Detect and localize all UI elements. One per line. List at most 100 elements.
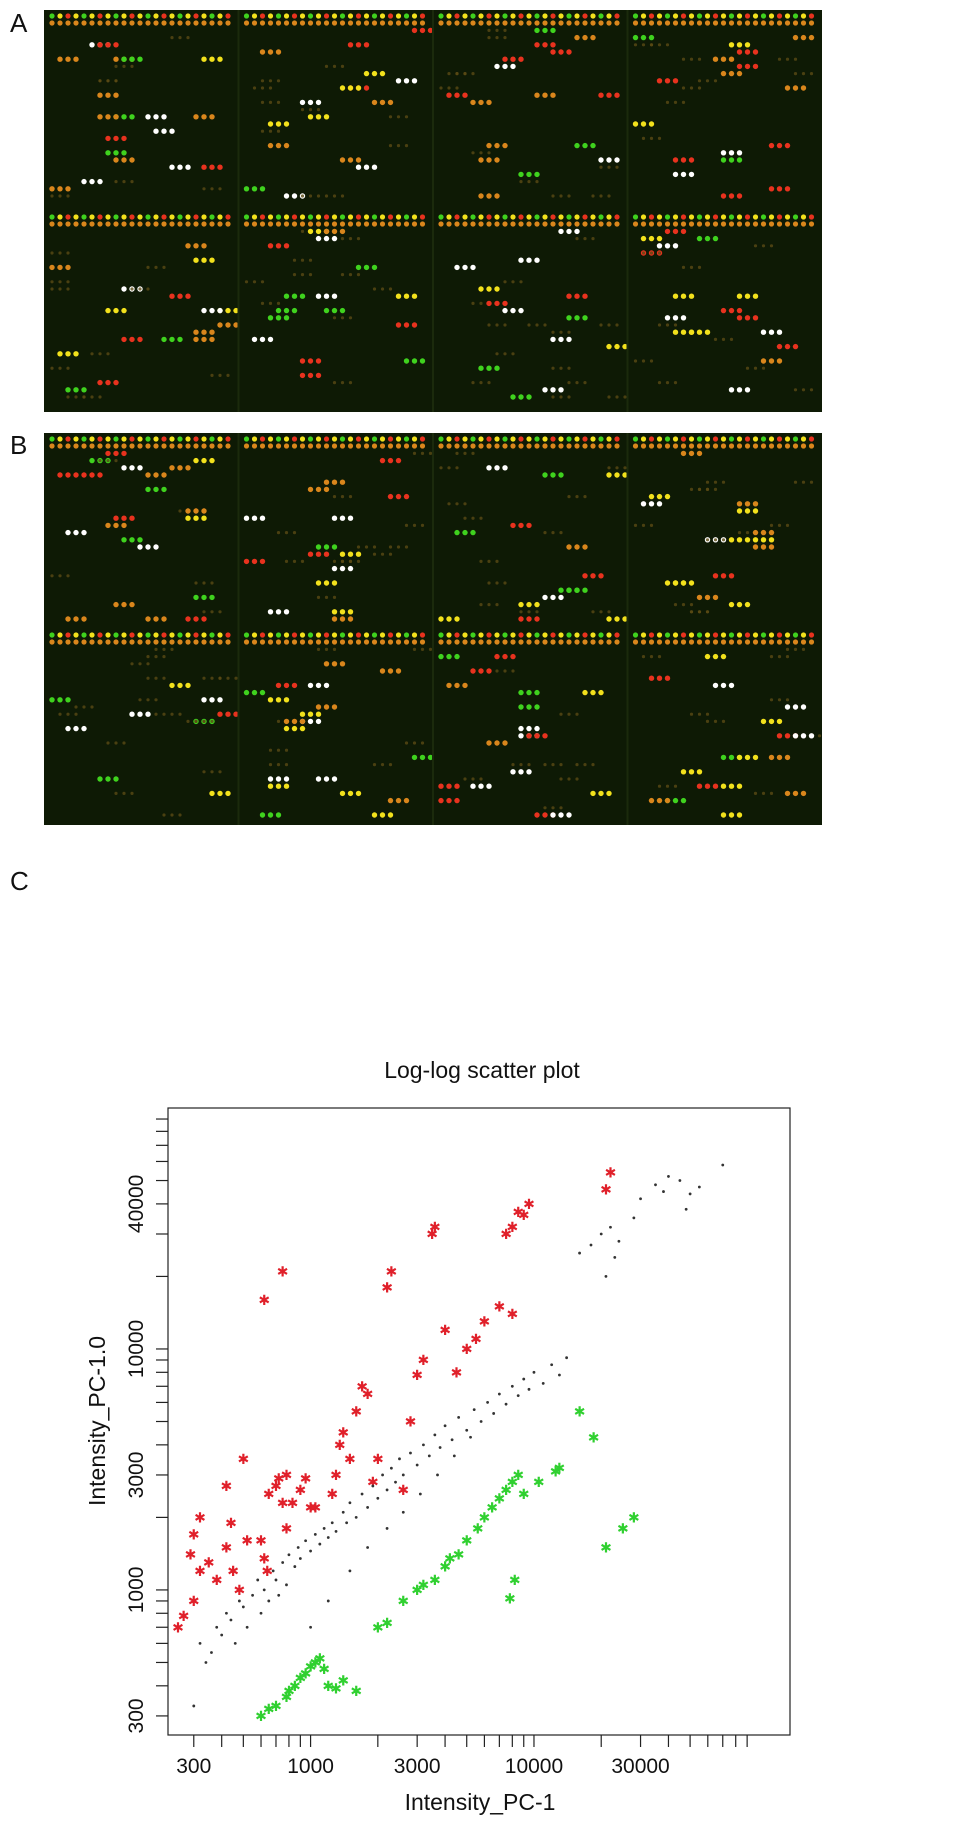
- array-spot: [777, 57, 782, 61]
- array-spot: [689, 712, 694, 716]
- array-spot: [680, 171, 687, 178]
- array-spot: [558, 228, 564, 235]
- array-spot: [680, 329, 687, 335]
- array-spot: [81, 616, 87, 622]
- scatter-point-dot: [241, 1605, 245, 1609]
- array-spot: [275, 243, 282, 249]
- array-spot: [202, 581, 206, 585]
- array-spot: [622, 472, 628, 478]
- scatter-point-star: ✱: [523, 1197, 535, 1213]
- array-spot: [113, 379, 119, 386]
- array-spot: [768, 718, 775, 725]
- array-spot: [447, 86, 451, 90]
- array-spot: [403, 13, 410, 19]
- array-spot: [363, 85, 370, 91]
- array-spot: [323, 13, 330, 19]
- microarray-image-b: [44, 433, 822, 825]
- array-spot: [252, 86, 257, 90]
- array-spot: [193, 221, 199, 227]
- array-spot: [673, 603, 678, 607]
- array-spot: [606, 616, 612, 622]
- array-spot: [154, 655, 158, 659]
- array-spot: [323, 214, 330, 220]
- array-spot: [590, 790, 596, 797]
- array-spot: [672, 221, 679, 227]
- scatter-point-star: ✱: [314, 1651, 326, 1667]
- array-spot: [614, 20, 620, 26]
- array-spot: [283, 307, 290, 314]
- array-spot: [89, 443, 95, 449]
- array-spot: [114, 459, 118, 463]
- panel-label-a: A: [10, 8, 28, 38]
- array-spot: [315, 99, 322, 106]
- array-spot: [518, 769, 524, 775]
- array-spot: [446, 20, 452, 26]
- scatter-point-dot: [313, 1532, 317, 1536]
- array-spot: [784, 704, 791, 710]
- array-spot: [672, 797, 679, 804]
- y-tick-label: 300: [125, 1698, 148, 1733]
- array-spot: [760, 639, 767, 645]
- array-spot: [267, 632, 274, 638]
- array-spot: [776, 214, 783, 220]
- array-spot: [656, 235, 663, 242]
- array-spot: [243, 13, 250, 19]
- array-spot: [356, 237, 361, 241]
- scatter-point-star: ✱: [318, 1662, 330, 1678]
- array-spot: [210, 770, 214, 774]
- array-spot: [138, 698, 142, 702]
- array-spot: [226, 676, 230, 680]
- array-spot: [185, 20, 191, 26]
- array-spot: [419, 358, 426, 364]
- array-spot: [178, 712, 182, 716]
- array-spot: [534, 689, 540, 696]
- array-spot: [744, 501, 751, 507]
- array-spot: [363, 42, 370, 48]
- array-spot: [209, 257, 215, 263]
- array-spot: [193, 632, 199, 638]
- scatter-point-star: ✱: [381, 1616, 393, 1632]
- array-spot: [404, 545, 409, 549]
- array-spot: [387, 812, 394, 818]
- array-spot: [332, 381, 337, 385]
- array-spot: [478, 639, 484, 645]
- array-spot: [162, 813, 166, 817]
- array-spot: [57, 436, 63, 442]
- array-spot: [209, 329, 215, 335]
- array-spot: [712, 783, 719, 789]
- array-spot: [792, 704, 799, 710]
- array-spot: [590, 20, 596, 26]
- array-spot: [559, 366, 563, 370]
- array-spot: [745, 531, 750, 535]
- array-spot: [784, 443, 791, 449]
- array-spot: [363, 221, 370, 227]
- array-spot: [331, 609, 338, 615]
- array-spot: [704, 653, 711, 660]
- array-spot: [575, 381, 579, 385]
- array-spot: [348, 381, 353, 385]
- array-spot: [543, 806, 547, 810]
- array-spot: [776, 443, 783, 449]
- array-spot: [185, 221, 191, 227]
- array-spot: [121, 465, 127, 471]
- array-spot: [478, 193, 484, 199]
- array-spot: [355, 443, 362, 449]
- array-spot: [58, 194, 62, 198]
- scatter-point-dot: [479, 1420, 483, 1423]
- array-spot: [582, 632, 588, 638]
- array-spot: [696, 235, 703, 242]
- array-spot: [720, 639, 727, 645]
- array-spot: [649, 655, 654, 659]
- array-spot: [657, 381, 662, 385]
- scatter-point-dot: [330, 1521, 334, 1525]
- array-spot: [66, 574, 70, 578]
- array-spot: [760, 20, 767, 26]
- array-spot: [542, 812, 548, 818]
- array-spot: [347, 790, 354, 797]
- array-spot: [347, 221, 354, 227]
- array-spot: [784, 214, 791, 220]
- array-spot: [518, 221, 524, 227]
- array-spot: [486, 221, 492, 227]
- array-spot: [800, 733, 807, 739]
- array-spot: [486, 436, 492, 442]
